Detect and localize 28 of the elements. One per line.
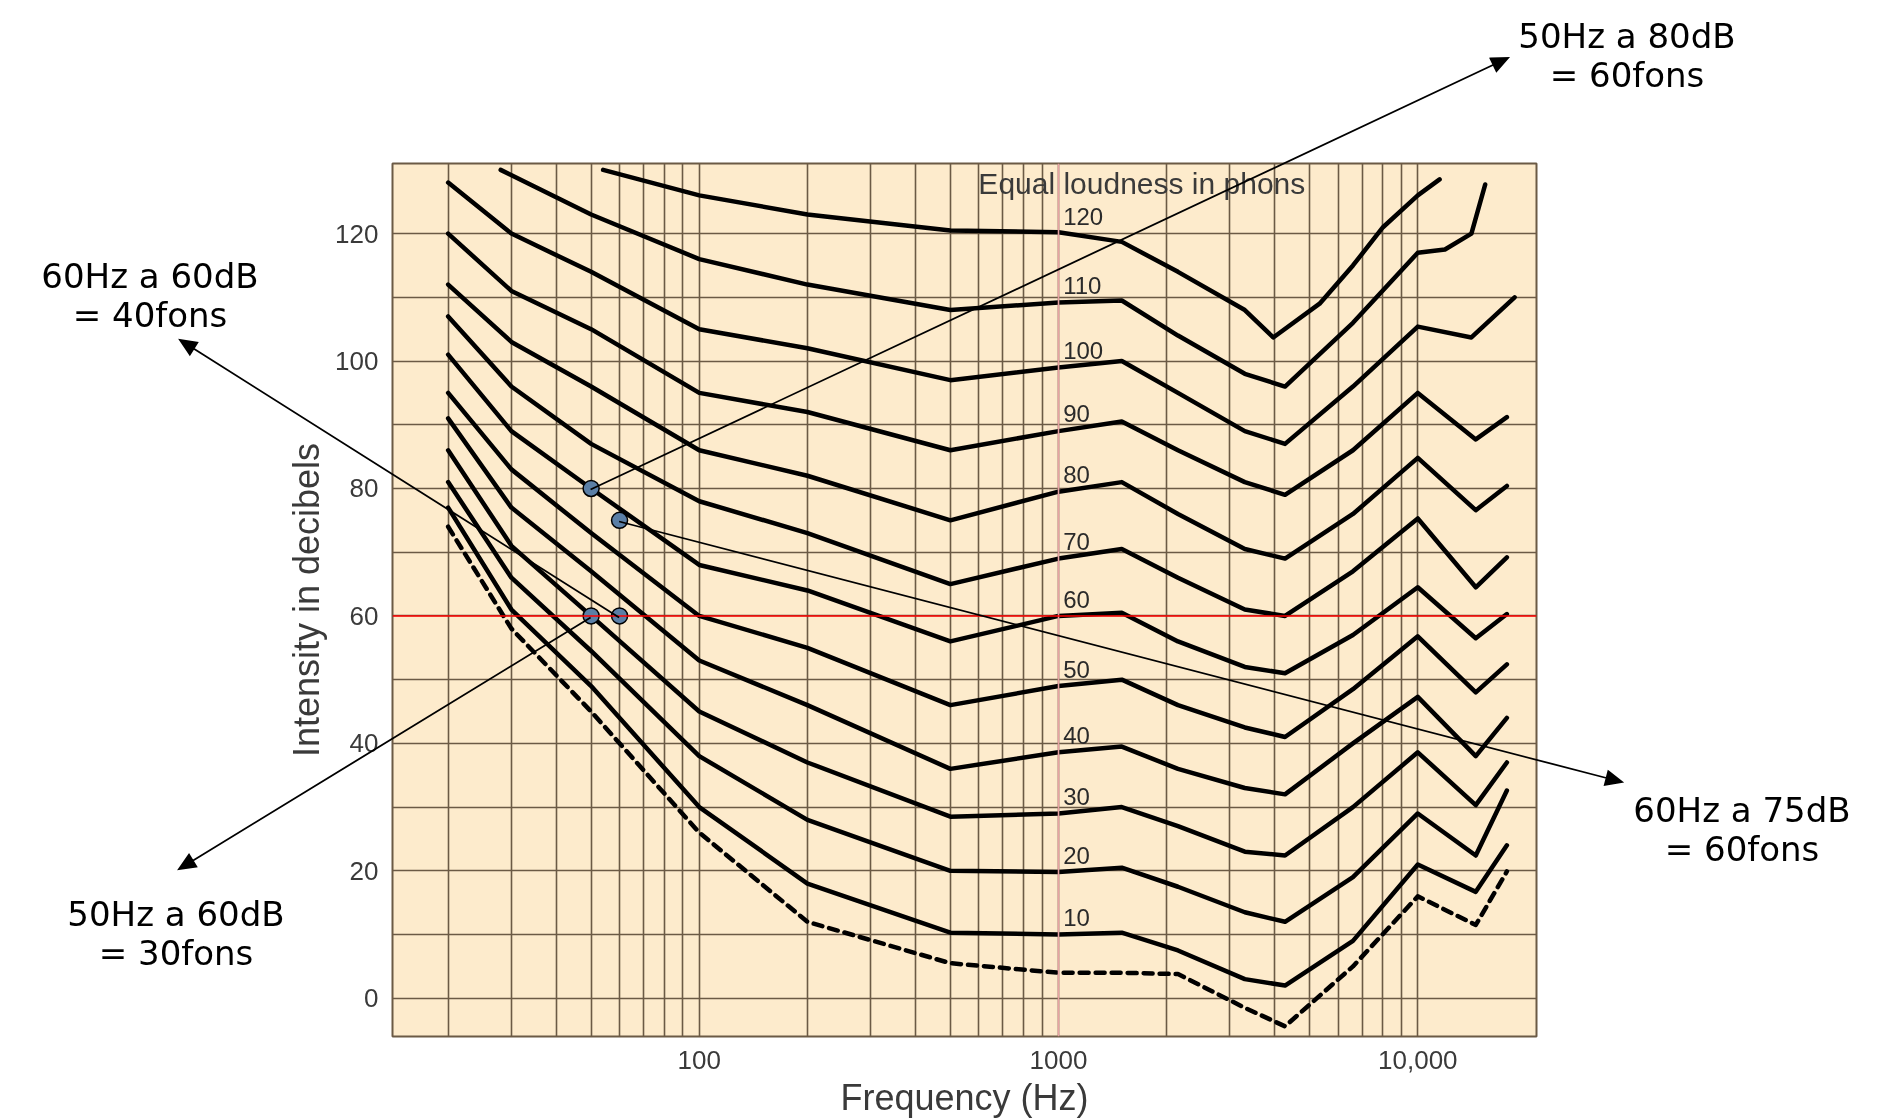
y-tick-label: 0: [364, 983, 379, 1014]
text: 50Hz a 60dB = 30fons: [67, 893, 285, 973]
x-tick-label: 100: [677, 1044, 721, 1075]
series-label: 100: [1063, 336, 1104, 364]
y-tick-label: 120: [335, 218, 379, 249]
series-label: 80: [1063, 460, 1090, 488]
series-label: 70: [1063, 527, 1090, 555]
series-label: 20: [1063, 841, 1090, 869]
series-label: 110: [1063, 272, 1102, 300]
x-tick-label: 10,000: [1378, 1044, 1458, 1075]
y-tick-label: 20: [349, 855, 379, 886]
y-axis-title: Intensity in decibels: [286, 442, 328, 758]
series-label: 10: [1063, 904, 1090, 932]
y-tick-label: 60: [349, 600, 379, 631]
x-tick-label: 1000: [1029, 1044, 1088, 1075]
series-label: 30: [1063, 783, 1090, 811]
y-tick-label: 80: [349, 473, 379, 504]
series-label: 90: [1063, 400, 1090, 428]
text: 60Hz a 75dB = 60fons: [1633, 789, 1851, 869]
series-label: 120: [1063, 203, 1104, 231]
text: 60Hz a 60dB = 40fons: [41, 255, 259, 335]
x-axis-title: Frequency (Hz): [840, 1076, 1089, 1118]
series-label: 40: [1063, 721, 1090, 749]
series-label: 60: [1063, 585, 1090, 613]
text: 50Hz a 80dB = 60fons: [1518, 15, 1736, 95]
y-tick-label: 40: [349, 728, 379, 759]
y-tick-label: 100: [335, 346, 379, 377]
series-label: 50: [1063, 655, 1090, 683]
